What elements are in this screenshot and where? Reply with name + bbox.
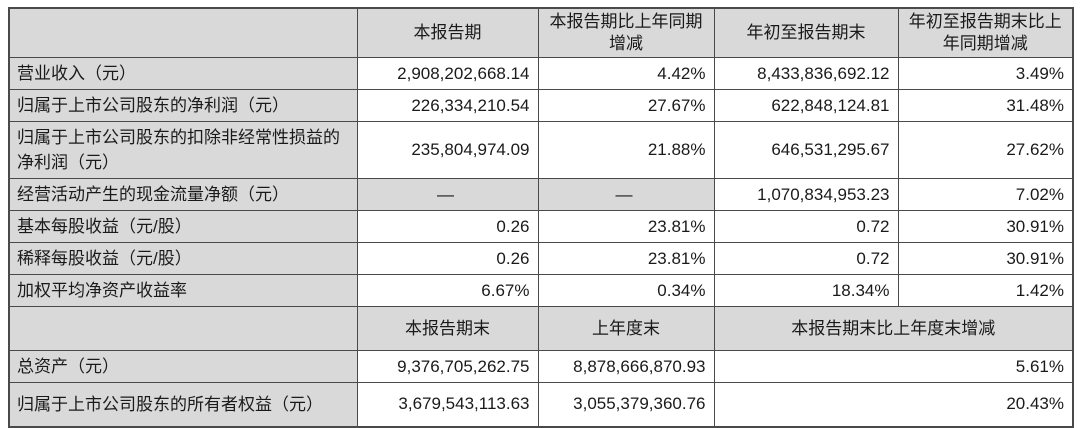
value-cell: 3.49% [897, 57, 1074, 90]
value-cell: 3,679,543,113.63 [356, 382, 539, 427]
row-label: 经营活动产生的现金流量净额（元） [8, 178, 358, 211]
value-cell: 0.26 [356, 242, 539, 275]
value-cell: 6.67% [356, 274, 539, 307]
value-cell: 23.81% [537, 210, 715, 243]
value-cell: 7.02% [897, 178, 1074, 211]
value-cell: — [356, 178, 539, 211]
value-cell: 30.91% [897, 242, 1074, 275]
row-label: 稀释每股收益（元/股） [8, 242, 358, 275]
value-cell: 646,531,295.67 [713, 121, 899, 179]
table-row: 归属于上市公司股东的净利润（元） 226,334,210.54 27.67% 6… [8, 89, 1074, 122]
value-cell: — [537, 178, 715, 211]
header-cell-prior-year-end: 上年度末 [537, 306, 715, 351]
value-cell: 1.42% [897, 274, 1074, 307]
table-header-row-bottom: 本报告期末 上年度末 本报告期末比上年度末增减 [8, 306, 1074, 351]
value-cell: 20.43% [713, 382, 1074, 427]
financial-summary-table: 本报告期 本报告期比上年同期增减 年初至报告期末 年初至报告期末比上年同期增减 … [8, 7, 1074, 428]
value-cell: 0.72 [713, 210, 899, 243]
table-row: 加权平均净资产收益率 6.67% 0.34% 18.34% 1.42% [8, 274, 1074, 307]
value-cell: 18.34% [713, 274, 899, 307]
row-label: 归属于上市公司股东的扣除非经常性损益的净利润（元） [8, 121, 358, 179]
table-row: 归属于上市公司股东的扣除非经常性损益的净利润（元） 235,804,974.09… [8, 121, 1074, 179]
header-cell-year-to-date-yoy: 年初至报告期末比上年同期增减 [897, 7, 1074, 58]
header-cell-current-period-yoy: 本报告期比上年同期增减 [537, 7, 715, 58]
value-cell: 8,433,836,692.12 [713, 57, 899, 90]
value-cell: 31.48% [897, 89, 1074, 122]
value-cell: 3,055,379,360.76 [537, 382, 715, 427]
table-row: 稀释每股收益（元/股） 0.26 23.81% 0.72 30.91% [8, 242, 1074, 275]
value-cell: 23.81% [537, 242, 715, 275]
header-cell-period-end: 本报告期末 [356, 306, 539, 351]
table-row: 归属于上市公司股东的所有者权益（元） 3,679,543,113.63 3,05… [8, 382, 1074, 427]
table-header-row-top: 本报告期 本报告期比上年同期增减 年初至报告期末 年初至报告期末比上年同期增减 [8, 7, 1074, 58]
value-cell: 4.42% [537, 57, 715, 90]
table-row: 基本每股收益（元/股） 0.26 23.81% 0.72 30.91% [8, 210, 1074, 243]
row-label: 归属于上市公司股东的净利润（元） [8, 89, 358, 122]
value-cell: 21.88% [537, 121, 715, 179]
table-row: 总资产（元） 9,376,705,262.75 8,878,666,870.93… [8, 350, 1074, 383]
value-cell: 0.72 [713, 242, 899, 275]
row-label: 归属于上市公司股东的所有者权益（元） [8, 382, 358, 427]
header-cell-empty [8, 7, 358, 58]
value-cell: 226,334,210.54 [356, 89, 539, 122]
value-cell: 622,848,124.81 [713, 89, 899, 122]
header-cell-period-end-vs-prior: 本报告期末比上年度末增减 [713, 306, 1074, 351]
row-label: 基本每股收益（元/股） [8, 210, 358, 243]
value-cell: 2,908,202,668.14 [356, 57, 539, 90]
table-row: 经营活动产生的现金流量净额（元） — — 1,070,834,953.23 7.… [8, 178, 1074, 211]
value-cell: 27.67% [537, 89, 715, 122]
row-label: 加权平均净资产收益率 [8, 274, 358, 307]
header-cell-year-to-date: 年初至报告期末 [713, 7, 899, 58]
header-cell-current-period: 本报告期 [356, 7, 539, 58]
row-label: 总资产（元） [8, 350, 358, 383]
table-row: 营业收入（元） 2,908,202,668.14 4.42% 8,433,836… [8, 57, 1074, 90]
value-cell: 30.91% [897, 210, 1074, 243]
value-cell: 0.26 [356, 210, 539, 243]
value-cell: 27.62% [897, 121, 1074, 179]
value-cell: 1,070,834,953.23 [713, 178, 899, 211]
value-cell: 0.34% [537, 274, 715, 307]
value-cell: 235,804,974.09 [356, 121, 539, 179]
value-cell: 8,878,666,870.93 [537, 350, 715, 383]
value-cell: 5.61% [713, 350, 1074, 383]
value-cell: 9,376,705,262.75 [356, 350, 539, 383]
row-label: 营业收入（元） [8, 57, 358, 90]
header-cell-empty [8, 306, 358, 351]
